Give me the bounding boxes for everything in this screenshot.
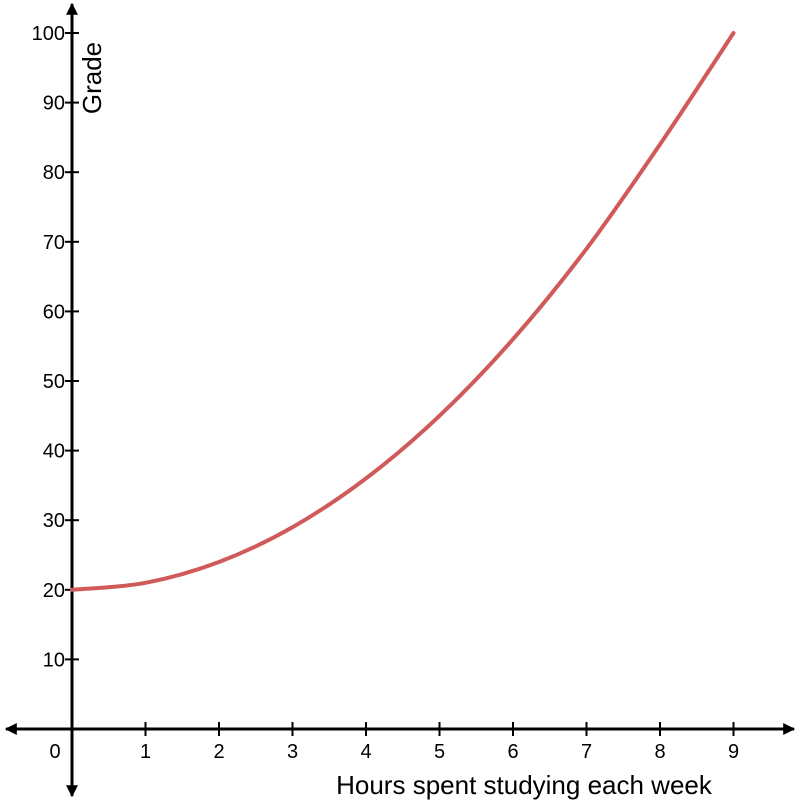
y-tick-label: 40 xyxy=(43,441,65,463)
x-axis-title: Hours spent studying each week xyxy=(336,770,713,800)
y-ticks: 10 20 30 40 50 60 70 80 90 100 xyxy=(32,23,79,671)
x-ticks: 0 1 2 3 4 5 6 7 8 9 xyxy=(49,722,739,763)
x-tick-label: 1 xyxy=(140,741,151,763)
y-tick-label: 60 xyxy=(43,301,65,323)
x-tick-label: 9 xyxy=(728,741,739,763)
y-tick-label: 50 xyxy=(43,371,65,393)
y-axis-title: Grade xyxy=(77,42,107,114)
x-tick-label: 7 xyxy=(581,741,592,763)
x-tick-label: 0 xyxy=(49,741,60,763)
y-tick-label: 70 xyxy=(43,232,65,254)
x-tick-label: 8 xyxy=(654,741,665,763)
x-tick-label: 3 xyxy=(287,741,298,763)
y-tick-label: 90 xyxy=(43,93,65,115)
y-tick-label: 20 xyxy=(43,580,65,602)
x-tick-label: 2 xyxy=(213,741,224,763)
x-tick-label: 4 xyxy=(360,741,371,763)
y-tick-label: 10 xyxy=(43,649,65,671)
x-tick-label: 6 xyxy=(507,741,518,763)
series-line xyxy=(70,31,736,592)
y-tick-label: 100 xyxy=(32,23,65,45)
y-tick-label: 30 xyxy=(43,510,65,532)
x-tick-label: 5 xyxy=(434,741,445,763)
y-tick-label: 80 xyxy=(43,162,65,184)
